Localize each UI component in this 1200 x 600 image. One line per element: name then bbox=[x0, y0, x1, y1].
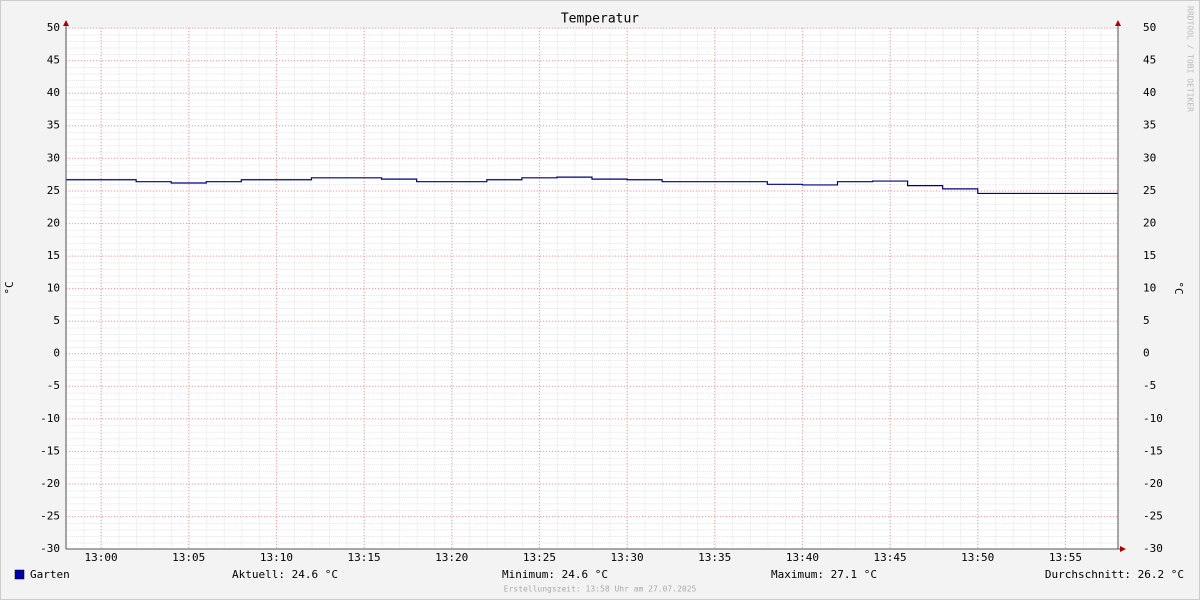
y-tick-label: 0 bbox=[53, 347, 60, 360]
x-tick-label: 13:35 bbox=[698, 551, 731, 564]
y-tick-label: 35 bbox=[47, 119, 60, 132]
y2-tick-label: 15 bbox=[1143, 249, 1156, 262]
y2-axis-label: °C bbox=[1172, 281, 1185, 294]
y-tick-label: -20 bbox=[40, 477, 60, 490]
y-tick-label: 10 bbox=[47, 282, 60, 295]
layer bbox=[66, 27, 1118, 550]
y-tick-label: 5 bbox=[53, 314, 60, 327]
y-tick-label: -5 bbox=[47, 379, 60, 392]
y2-tick-label: 30 bbox=[1143, 151, 1156, 164]
x-tick-label: 13:45 bbox=[874, 551, 907, 564]
y2-tick-label: -30 bbox=[1143, 542, 1163, 555]
y-tick-label: 20 bbox=[47, 216, 60, 229]
y2-tick-label: 25 bbox=[1143, 184, 1156, 197]
footer: Erstellungszeit: 13:58 Uhr am 27.07.2025 bbox=[504, 585, 697, 594]
y2-tick-label: 45 bbox=[1143, 54, 1156, 67]
y-tick-label: 30 bbox=[47, 151, 60, 164]
y2-tick-label: 35 bbox=[1143, 119, 1156, 132]
y-tick-label: 15 bbox=[47, 249, 60, 262]
y2-tick-label: 10 bbox=[1143, 282, 1156, 295]
y2-tick-label: -10 bbox=[1143, 412, 1163, 425]
x-tick-label: 13:20 bbox=[435, 551, 468, 564]
x-tick-label: 13:55 bbox=[1049, 551, 1082, 564]
x-tick-label: 13:05 bbox=[172, 551, 205, 564]
x-tick-label: 13:10 bbox=[260, 551, 293, 564]
y-tick-label: 50 bbox=[47, 21, 60, 34]
y2-tick-label: 50 bbox=[1143, 21, 1156, 34]
series-line bbox=[66, 176, 1118, 195]
y2-tick-label: -15 bbox=[1143, 444, 1163, 457]
stat: Durchschnitt: 26.2 °C bbox=[1045, 568, 1184, 581]
chart-title: Temperatur bbox=[561, 12, 639, 27]
y2-tick-label: -20 bbox=[1143, 477, 1163, 490]
y-tick-label: -25 bbox=[40, 509, 60, 522]
x-tick-label: 13:25 bbox=[523, 551, 556, 564]
y-tick-label: 45 bbox=[47, 54, 60, 67]
y2-tick-label: 0 bbox=[1143, 347, 1150, 360]
watermark: RRDTOOL / TOBI OETIKER bbox=[1186, 6, 1195, 112]
y-tick-label: 25 bbox=[47, 184, 60, 197]
y2-tick-label: 5 bbox=[1143, 314, 1150, 327]
y2-tick-label: -5 bbox=[1143, 379, 1156, 392]
y2-tick-label: 40 bbox=[1143, 86, 1156, 99]
y-tick-label: -15 bbox=[40, 444, 60, 457]
x-tick-label: 13:15 bbox=[348, 551, 381, 564]
y-tick-label: -30 bbox=[40, 542, 60, 555]
y2-tick-label: 20 bbox=[1143, 216, 1156, 229]
legend-label: Garten bbox=[30, 568, 70, 581]
y-tick-label: 40 bbox=[47, 86, 60, 99]
legend-swatch bbox=[14, 569, 25, 580]
stat: Minimum: 24.6 °C bbox=[502, 568, 608, 581]
y-tick-label: -10 bbox=[40, 412, 60, 425]
stat: Maximum: 27.1 °C bbox=[771, 568, 877, 581]
stat: Aktuell: 24.6 °C bbox=[232, 568, 338, 581]
y-axis-label: °C bbox=[3, 281, 16, 294]
y2-tick-label: -25 bbox=[1143, 509, 1163, 522]
x-tick-label: 13:00 bbox=[85, 551, 118, 564]
x-tick-label: 13:50 bbox=[961, 551, 994, 564]
x-tick-label: 13:40 bbox=[786, 551, 819, 564]
x-tick-label: 13:30 bbox=[611, 551, 644, 564]
